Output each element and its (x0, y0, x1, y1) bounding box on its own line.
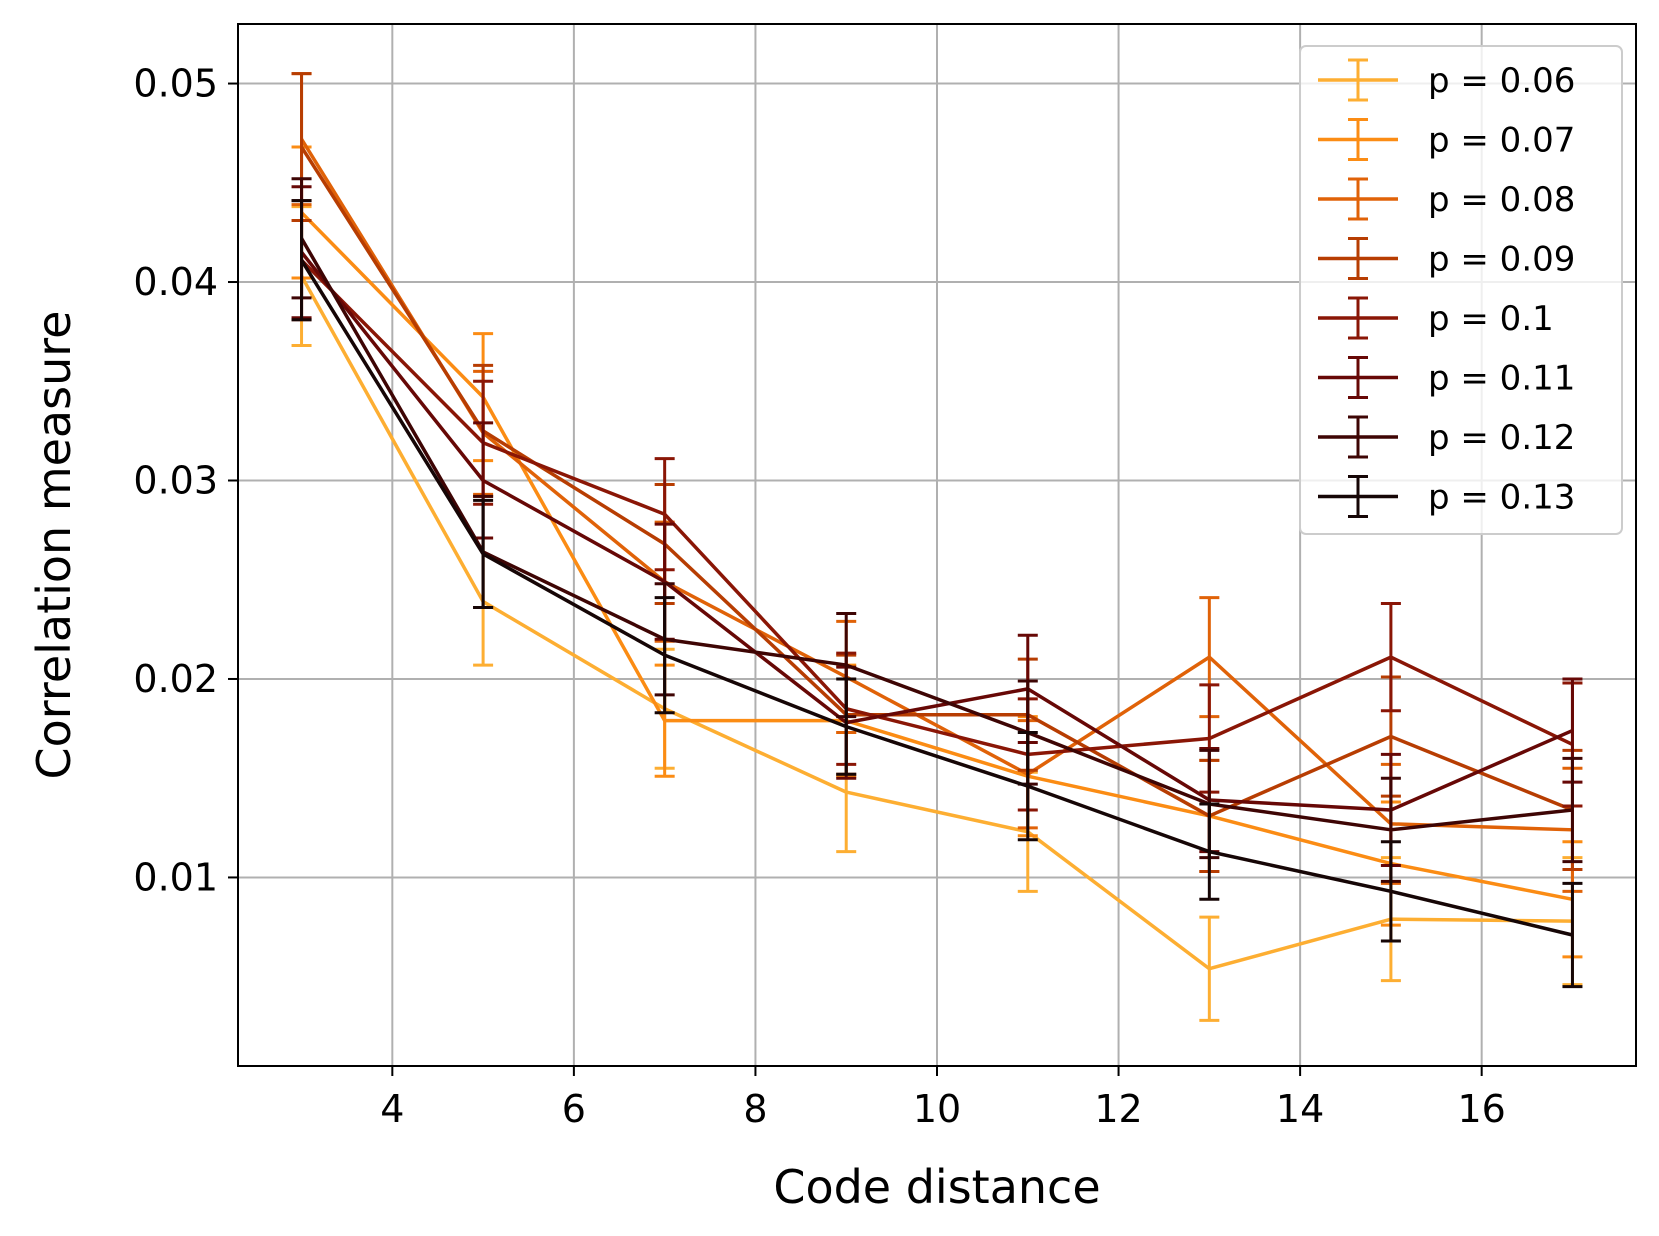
y-tick-label: 0.04 (133, 260, 218, 304)
legend-box (1299, 45, 1623, 535)
series-line (300, 275, 1573, 971)
x-tick-label: 8 (743, 1087, 767, 1131)
axis-ticks: 4 6 8 10 12 14 16 0.01 0.02 0.03 0.04 0.05 (133, 62, 1505, 1131)
legend-label: p = 0.07 (1428, 121, 1575, 161)
y-tick-label: 0.05 (133, 62, 218, 106)
x-tick-label: 6 (562, 1087, 586, 1131)
y-tick-label: 0.02 (133, 657, 218, 701)
x-tick-label: 16 (1457, 1087, 1505, 1131)
y-tick-label: 0.01 (133, 855, 218, 899)
series-line (300, 138, 1573, 832)
series-p0-13 (291, 199, 1583, 989)
series-line (300, 237, 1573, 832)
legend-label: p = 0.1 (1428, 299, 1554, 339)
legend-label: p = 0.09 (1428, 240, 1575, 280)
series-line (300, 258, 1574, 757)
x-tick-label: 14 (1276, 1087, 1324, 1131)
series-line (300, 251, 1574, 812)
legend-label: p = 0.13 (1428, 478, 1575, 518)
x-tick-label: 4 (380, 1087, 404, 1131)
y-axis-label: Correlation measure (27, 311, 81, 780)
legend: p = 0.06 p = 0.07 p = 0.08 p = 0.09 p = 0.1 p… (1299, 45, 1623, 535)
series-line (300, 259, 1573, 937)
legend-label: p = 0.11 (1428, 359, 1575, 399)
legend-label: p = 0.08 (1428, 180, 1575, 220)
series-layer (291, 72, 1583, 1022)
legend-label: p = 0.06 (1428, 61, 1575, 101)
x-tick-label: 12 (1094, 1087, 1142, 1131)
series-line (300, 146, 1574, 818)
x-axis-label: Code distance (773, 1160, 1100, 1214)
x-tick-label: 10 (913, 1087, 961, 1131)
legend-label: p = 0.12 (1428, 418, 1575, 458)
y-tick-label: 0.03 (133, 458, 218, 502)
